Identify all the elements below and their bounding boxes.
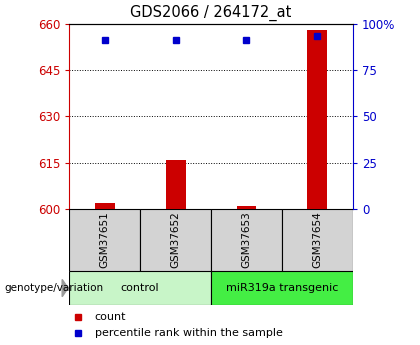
Bar xyxy=(211,209,282,271)
Bar xyxy=(140,209,211,271)
Text: GSM37651: GSM37651 xyxy=(100,211,110,268)
Text: GSM37654: GSM37654 xyxy=(312,211,323,268)
Bar xyxy=(95,203,115,209)
Text: miR319a transgenic: miR319a transgenic xyxy=(226,283,338,293)
Bar xyxy=(236,206,257,209)
Polygon shape xyxy=(62,279,68,297)
Text: GSM37652: GSM37652 xyxy=(171,211,181,268)
Bar xyxy=(69,271,211,305)
Bar xyxy=(282,209,353,271)
Title: GDS2066 / 264172_at: GDS2066 / 264172_at xyxy=(130,5,292,21)
Bar xyxy=(307,30,327,209)
Bar xyxy=(211,271,353,305)
Bar xyxy=(165,159,186,209)
Bar xyxy=(69,209,140,271)
Text: control: control xyxy=(121,283,160,293)
Text: GSM37653: GSM37653 xyxy=(241,211,252,268)
Text: genotype/variation: genotype/variation xyxy=(4,283,103,293)
Text: percentile rank within the sample: percentile rank within the sample xyxy=(95,328,283,338)
Text: count: count xyxy=(95,313,126,323)
